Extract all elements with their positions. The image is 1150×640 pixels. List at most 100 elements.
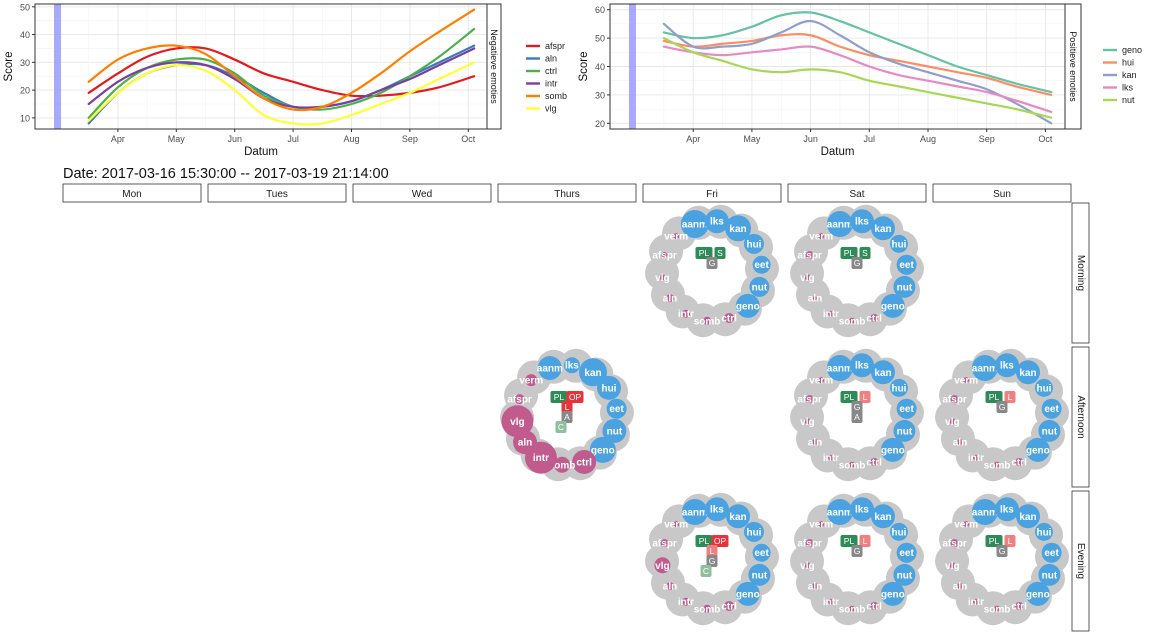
bubble-label-somb: somb [839,316,866,327]
emotion-badge-label: PL [699,248,710,258]
bubble-label-somb: somb [839,604,866,615]
emotion-badge-label: L [863,536,868,546]
x-tick-label: Oct [461,134,476,144]
bubble-intr [972,598,979,605]
bubble-label-hui: hui [746,239,761,250]
bubble-label-hui: hui [746,527,761,538]
bubble-somb [703,604,712,613]
day-header-fri [642,183,782,203]
day-header-label: Fri [706,189,718,200]
bubble-aanm [971,355,998,382]
bubble-label-lks: lks [565,361,579,372]
bubble-hui [596,375,621,400]
day-header-label: Mon [122,189,141,200]
bubble-label-vlg: vlg [510,417,524,428]
emotion-badge [1004,535,1016,547]
bubble-eet [606,398,627,419]
bubble-afspr [660,539,669,548]
bubble-label-ctrl: ctrl [1011,601,1027,612]
bubble-label-geno: geno [736,301,760,312]
line-chart-panel-1: 10 20 30 40 50 Apr May Jun Jul Aug Sep Oct Datum Scor… [3,2,567,158]
bubble-geno [1025,581,1050,606]
bubble-intr [972,454,979,461]
bubble-label-aanm: aanm [682,508,708,519]
bubble-label-geno: geno [881,301,905,312]
bubble-label-aln: aln [808,438,822,449]
bubble-label-geno: geno [591,445,615,456]
bubble-label-afspr: afspr [507,395,532,406]
bubble-label-geno: geno [1026,589,1050,600]
bubble-label-eet: eet [609,404,624,415]
emotion-badge [840,391,858,403]
bubble-label-intr: intr [823,309,839,320]
x-tick-label: Jul [287,134,299,144]
emotion-badge [1004,391,1016,403]
bubble-label-aln: aln [808,582,822,593]
bubble-label-geno: geno [1026,445,1050,456]
bubble-kan [579,358,608,387]
bubble-ctrl [724,600,735,611]
bubble-vlg [501,405,534,438]
bubble-label-nut: nut [1042,426,1058,437]
series-line-vlg [87,61,476,126]
bubble-afspr [805,251,814,260]
facet-strip [486,3,502,130]
emotion-badge [985,535,1003,547]
bubble-label-lks: lks [855,217,869,228]
y-tick-label: 20 [595,119,605,129]
bubble-somb [849,317,856,324]
bubble-label-kan: kan [1019,368,1036,379]
emotion-badge [706,545,718,557]
bubble-aanm [826,355,853,382]
day-header-label: Wed [412,189,432,200]
emotion-badge-label: L [710,546,715,556]
emotion-badge [851,411,863,423]
bubble-lks [849,353,874,378]
bubble-geno [735,581,760,606]
bubble-label-kan: kan [874,512,891,523]
bubble-label-eet: eet [899,404,914,415]
bubble-label-geno: geno [881,445,905,456]
x-tick-label: Sep [979,134,995,144]
bubble-label-afspr: afspr [652,251,677,262]
y-tick-label: 30 [595,90,605,100]
emotion-badge [700,565,712,577]
emotion-badge [695,535,713,547]
emotion-badge-label: S [717,248,723,258]
bubble-label-aln: aln [663,294,677,305]
bubble-label-intr: intr [533,453,549,464]
bubble-label-intr: intr [968,453,984,464]
y-tick-label: 60 [595,5,605,15]
facet-strip-label: Positieve emoties [1068,31,1078,102]
emotion-badge [859,535,871,547]
bubble-somb [554,456,571,473]
legend-label-intr: intr [545,79,558,89]
bubble-somb [703,316,712,325]
emotion-badge [840,247,858,259]
bubble-geno [1025,437,1050,462]
emotion-badge [706,555,718,567]
legend-label-lks: lks [1122,83,1133,93]
emotion-badge-label: PL [554,392,565,402]
bubble-verm [818,377,825,384]
bubble-label-hui: hui [891,239,906,250]
day-header-label: Sat [849,189,864,200]
bubble-vlg [654,557,671,574]
day-header-label: Tues [266,189,288,200]
period-strip-afternoon [1071,346,1090,488]
bubble-label-afspr: afspr [942,395,967,406]
x-tick-label: Jun [227,134,242,144]
bubble-label-hui: hui [1036,527,1051,538]
day-header-sat [787,183,927,203]
bubble-verm [673,521,680,528]
bubble-label-verm: verm [809,232,833,243]
bubble-label-somb: somb [984,604,1011,615]
bubble-label-kan: kan [584,368,601,379]
bubble-hui [889,378,908,397]
bubble-aanm [537,356,562,381]
bubble-vlg [804,562,811,569]
bubble-somb [849,461,856,468]
bubble-label-nut: nut [897,426,913,437]
bubble-ctrl [870,457,879,466]
